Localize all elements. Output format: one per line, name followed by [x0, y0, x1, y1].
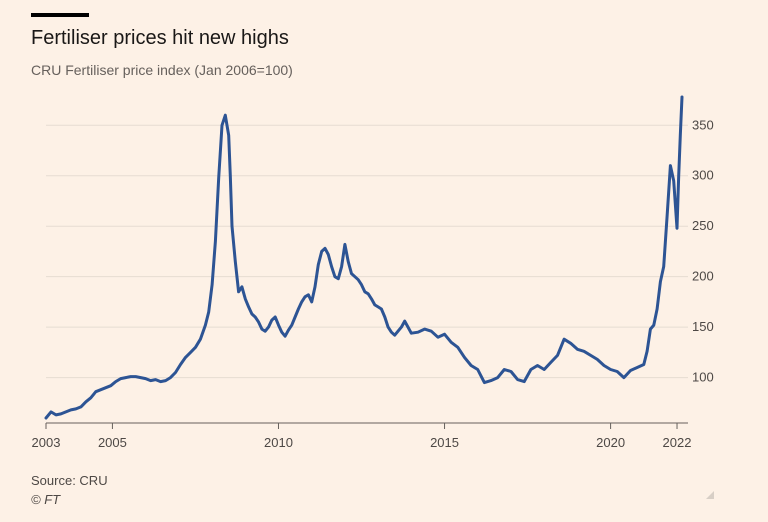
- x-axis: [45, 422, 688, 429]
- chart-title: Fertiliser prices hit new highs: [31, 27, 289, 49]
- x-tick-label-2010: 2010: [264, 435, 293, 450]
- ft-credit: © FT: [31, 492, 61, 507]
- series-line-0: [44, 95, 684, 420]
- x-tick-label-2015: 2015: [430, 435, 459, 450]
- chart-plot: 100 150 200 250 300 350 2003 2005 2010 2015 2020 20…: [32, 95, 714, 450]
- y-tick-label-350: 350: [692, 117, 714, 132]
- x-tick-label-2003: 2003: [32, 435, 61, 450]
- y-tick-label-250: 250: [692, 218, 714, 233]
- y-tick-label-150: 150: [692, 319, 714, 334]
- ft-top-bar: [31, 13, 89, 17]
- x-tick-label-2022: 2022: [663, 435, 692, 450]
- chart-subtitle: CRU Fertiliser price index (Jan 2006=100…: [31, 62, 293, 78]
- y-tick-label-200: 200: [692, 269, 714, 284]
- resize-handle-icon[interactable]: [706, 491, 714, 499]
- series-layer: [44, 95, 684, 420]
- y-tick-label-100: 100: [692, 370, 714, 385]
- tick-labels: 100 150 200 250 300 350 2003 2005 2010 2015 2020 20…: [32, 117, 714, 450]
- y-tick-label-300: 300: [692, 168, 714, 183]
- grid-lines: [46, 124, 688, 379]
- source-note: Source: CRU: [31, 473, 108, 488]
- x-tick-label-2020: 2020: [596, 435, 625, 450]
- x-tick-label-2005: 2005: [98, 435, 127, 450]
